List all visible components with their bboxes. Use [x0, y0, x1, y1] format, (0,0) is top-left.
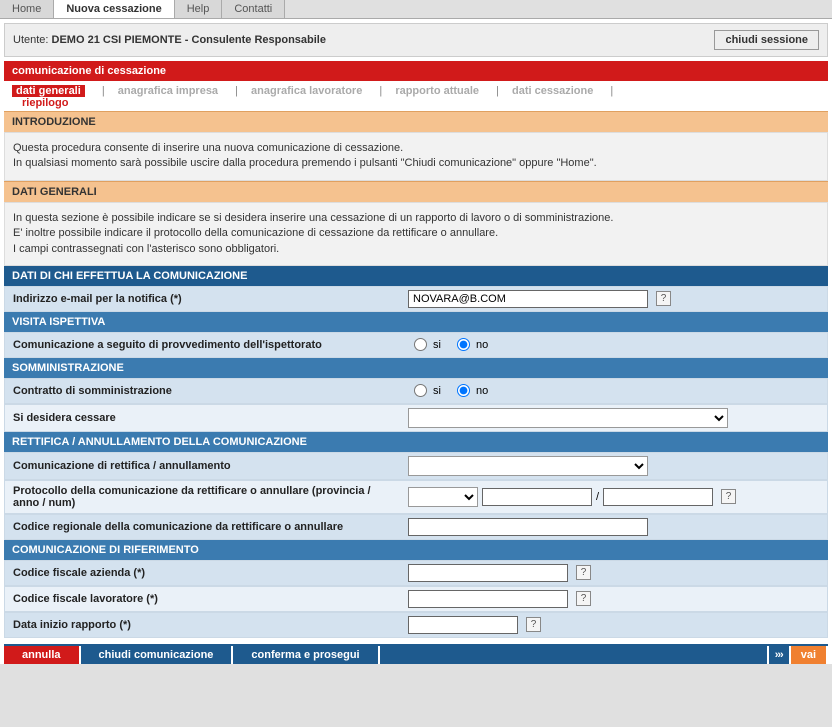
- codice-regionale-input[interactable]: [408, 518, 648, 536]
- codice-regionale-label: Codice regionale della comunicazione da …: [5, 517, 400, 537]
- row-data-inizio: Data inizio rapporto (*) ?: [4, 612, 828, 638]
- cf-lavoratore-input[interactable]: [408, 590, 568, 608]
- menu-contatti[interactable]: Contatti: [222, 0, 285, 18]
- dati-generali-line2: E' inoltre possibile indicare il protoco…: [13, 227, 498, 239]
- protocollo-num-input[interactable]: [603, 488, 713, 506]
- email-label: Indirizzo e-mail per la notifica (*): [5, 289, 400, 309]
- help-icon[interactable]: ?: [576, 565, 591, 580]
- help-icon[interactable]: ?: [526, 617, 541, 632]
- chiudi-comunicazione-button[interactable]: chiudi comunicazione: [81, 646, 234, 664]
- tab-rapporto-attuale[interactable]: rapporto attuale: [395, 85, 479, 97]
- user-label: Utente: DEMO 21 CSI PIEMONTE - Consulent…: [13, 34, 326, 46]
- close-session-button[interactable]: chiudi sessione: [714, 30, 819, 50]
- radio-label-si: si: [433, 385, 441, 397]
- menu-help[interactable]: Help: [175, 0, 223, 18]
- radio-label-no: no: [476, 339, 488, 351]
- tab-riepilogo[interactable]: riepilogo: [22, 97, 68, 109]
- email-input[interactable]: [408, 290, 648, 308]
- top-menu: Home Nuova cessazione Help Contatti: [0, 0, 832, 19]
- help-icon[interactable]: ?: [576, 591, 591, 606]
- cf-lavoratore-label: Codice fiscale lavoratore (*): [5, 589, 400, 609]
- user-prefix: Utente:: [13, 34, 52, 46]
- communication-header: comunicazione di cessazione: [4, 61, 828, 81]
- annulla-button[interactable]: annulla: [4, 646, 81, 664]
- vai-button[interactable]: vai: [791, 646, 828, 664]
- tab-sep: |: [102, 85, 105, 97]
- action-bar: annulla chiudi comunicazione conferma e …: [4, 644, 828, 664]
- radio-label-si: si: [433, 339, 441, 351]
- contratto-somm-label: Contratto di somministrazione: [5, 381, 400, 401]
- introduzione-line2: In qualsiasi momento sarà possibile usci…: [13, 157, 597, 169]
- protocollo-slash: /: [596, 491, 599, 503]
- row-desidera-cessare: Si desidera cessare: [4, 404, 828, 432]
- radio-label-no: no: [476, 385, 488, 397]
- action-spacer: [380, 646, 769, 664]
- tab-dati-cessazione[interactable]: dati cessazione: [512, 85, 593, 97]
- dati-generali-text: In questa sezione è possibile indicare s…: [4, 202, 828, 266]
- conferma-prosegui-button[interactable]: conferma e prosegui: [233, 646, 379, 664]
- tab-sep: |: [379, 85, 382, 97]
- row-cf-azienda: Codice fiscale azienda (*) ?: [4, 560, 828, 586]
- protocollo-label: Protocollo della comunicazione da rettif…: [5, 481, 400, 513]
- tab-dati-generali[interactable]: dati generali: [12, 85, 85, 97]
- desidera-cessare-select[interactable]: [408, 408, 728, 428]
- user-bar: Utente: DEMO 21 CSI PIEMONTE - Consulent…: [4, 23, 828, 57]
- comm-rettifica-label: Comunicazione di rettifica / annullament…: [5, 456, 400, 476]
- tab-sep: |: [610, 85, 613, 97]
- cf-azienda-input[interactable]: [408, 564, 568, 582]
- row-contratto-somm: Contratto di somministrazione si no: [4, 378, 828, 404]
- desidera-cessare-label: Si desidera cessare: [5, 408, 400, 428]
- cf-azienda-label: Codice fiscale azienda (*): [5, 563, 400, 583]
- row-protocollo: Protocollo della comunicazione da rettif…: [4, 480, 828, 514]
- riferimento-header: COMUNICAZIONE DI RIFERIMENTO: [4, 540, 828, 560]
- provvedimento-radio-no[interactable]: [457, 338, 470, 351]
- visita-ispettiva-header: VISITA ISPETTIVA: [4, 312, 828, 332]
- chevrons-icon: ›››: [769, 646, 791, 664]
- row-codice-regionale: Codice regionale della comunicazione da …: [4, 514, 828, 540]
- row-email: Indirizzo e-mail per la notifica (*) ?: [4, 286, 828, 312]
- tab-sep: |: [496, 85, 499, 97]
- row-comm-rettifica: Comunicazione di rettifica / annullament…: [4, 452, 828, 480]
- protocollo-provincia-select[interactable]: [408, 487, 478, 507]
- somministrazione-header: SOMMINISTRAZIONE: [4, 358, 828, 378]
- data-inizio-input[interactable]: [408, 616, 518, 634]
- introduzione-header: INTRODUZIONE: [4, 111, 828, 132]
- rettifica-header: RETTIFICA / ANNULLAMENTO DELLA COMUNICAZ…: [4, 432, 828, 452]
- menu-home[interactable]: Home: [0, 0, 54, 18]
- introduzione-text: Questa procedura consente di inserire un…: [4, 132, 828, 181]
- user-name-role: DEMO 21 CSI PIEMONTE - Consulente Respon…: [52, 34, 326, 46]
- row-cf-lavoratore: Codice fiscale lavoratore (*) ?: [4, 586, 828, 612]
- contratto-somm-radio-si[interactable]: [414, 384, 427, 397]
- contratto-somm-radio-no[interactable]: [457, 384, 470, 397]
- comm-rettifica-select[interactable]: [408, 456, 648, 476]
- tab-sep: |: [235, 85, 238, 97]
- data-inizio-label: Data inizio rapporto (*): [5, 615, 400, 635]
- tab-anagrafica-lavoratore[interactable]: anagrafica lavoratore: [251, 85, 362, 97]
- provvedimento-label: Comunicazione a seguito di provvedimento…: [5, 335, 400, 355]
- help-icon[interactable]: ?: [721, 489, 736, 504]
- dati-generali-line3: I campi contrassegnati con l'asterisco s…: [13, 243, 279, 255]
- menu-nuova-cessazione[interactable]: Nuova cessazione: [54, 0, 174, 18]
- row-provvedimento: Comunicazione a seguito di provvedimento…: [4, 332, 828, 358]
- help-icon[interactable]: ?: [656, 291, 671, 306]
- dati-generali-line1: In questa sezione è possibile indicare s…: [13, 212, 613, 224]
- protocollo-anno-input[interactable]: [482, 488, 592, 506]
- tabs-bar: dati generali | anagrafica impresa | ana…: [4, 81, 828, 111]
- provvedimento-radio-si[interactable]: [414, 338, 427, 351]
- chi-effettua-header: DATI DI CHI EFFETTUA LA COMUNICAZIONE: [4, 266, 828, 286]
- dati-generali-header: DATI GENERALI: [4, 181, 828, 202]
- tab-anagrafica-impresa[interactable]: anagrafica impresa: [118, 85, 218, 97]
- introduzione-line1: Questa procedura consente di inserire un…: [13, 142, 403, 154]
